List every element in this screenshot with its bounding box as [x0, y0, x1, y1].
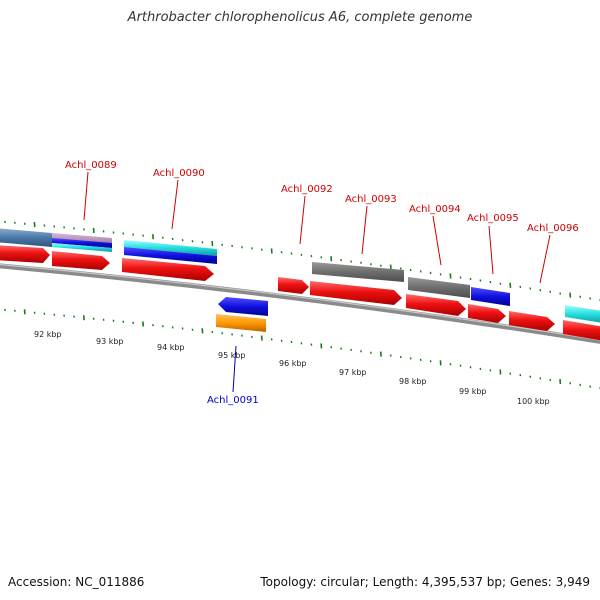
gene-arrow-reverse[interactable]: [218, 297, 268, 316]
leader-line: [361, 205, 368, 255]
feature-bar[interactable]: [52, 238, 112, 248]
gene-label[interactable]: Achl_0089: [65, 160, 117, 171]
leader-line: [432, 215, 442, 266]
lower-tick-track: [4, 308, 600, 390]
leader-line-reverse: [232, 345, 237, 393]
leader-line: [83, 171, 89, 221]
feature-bar[interactable]: [124, 247, 217, 264]
kbp-label: 92 kbp: [34, 330, 62, 339]
feature-bar[interactable]: [565, 305, 600, 324]
kbp-label: 96 kbp: [279, 359, 307, 368]
gene-leader-lines: [83, 171, 551, 393]
leader-line: [299, 195, 306, 245]
gene-label[interactable]: Achl_0092: [281, 184, 333, 195]
kbp-label: 93 kbp: [96, 337, 124, 346]
map-title: Arthrobacter chlorophenolicus A6, comple…: [127, 10, 473, 25]
kbp-label: 98 kbp: [399, 377, 427, 386]
gene-arrow-forward[interactable]: [563, 320, 600, 342]
kbp-label: 97 kbp: [339, 368, 367, 377]
feature-bar[interactable]: [471, 287, 510, 306]
genome-summary-text: Topology: circular; Length: 4,395,537 bp…: [260, 575, 590, 589]
genome-backbone: [0, 263, 600, 344]
feature-row-upper: [0, 228, 600, 324]
feature-bar[interactable]: [408, 277, 470, 298]
gene-label[interactable]: Achl_0091: [207, 395, 259, 406]
kbp-label: 95 kbp: [218, 351, 246, 360]
genome-backbone-highlight: [0, 263, 600, 341]
feature-bar[interactable]: [0, 228, 52, 247]
leader-line: [171, 179, 179, 230]
kbp-labels: 92 kbp 93 kbp 94 kbp 95 kbp 96 kbp 97 kb…: [34, 330, 550, 406]
gene-arrow-forward[interactable]: [406, 294, 466, 316]
kbp-label: 99 kbp: [459, 387, 487, 396]
feature-bar[interactable]: [52, 243, 112, 252]
gene-arrow-forward[interactable]: [122, 258, 214, 281]
upper-tick-track: [4, 220, 600, 302]
kbp-label: 94 kbp: [157, 343, 185, 352]
gene-label[interactable]: Achl_0096: [527, 223, 579, 234]
leader-line: [488, 225, 494, 275]
gene-arrow-forward[interactable]: [52, 251, 110, 270]
gene-arrow-forward[interactable]: [509, 311, 555, 331]
gene-label[interactable]: Achl_0093: [345, 194, 397, 205]
leader-line: [539, 234, 551, 284]
gene-arrow-forward[interactable]: [310, 281, 402, 305]
feature-bar[interactable]: [124, 240, 217, 256]
gene-arrow-forward[interactable]: [0, 245, 50, 263]
gene-label[interactable]: Achl_0090: [153, 168, 205, 179]
accession-text: Accession: NC_011886: [8, 575, 145, 589]
gene-label[interactable]: Achl_0094: [409, 204, 461, 215]
feature-bar[interactable]: [52, 233, 112, 244]
gene-arrow-forward[interactable]: [278, 277, 309, 294]
reverse-strand-genes: [216, 297, 268, 332]
gene-label[interactable]: Achl_0095: [467, 213, 519, 224]
kbp-label: 100 kbp: [517, 397, 550, 406]
gene-labels: Achl_0089 Achl_0090 Achl_0091 Achl_0092 …: [65, 160, 579, 406]
forward-strand-genes: [0, 245, 600, 342]
gene-arrow-forward[interactable]: [468, 304, 506, 323]
feature-bar[interactable]: [216, 314, 266, 332]
feature-bar[interactable]: [312, 262, 404, 282]
